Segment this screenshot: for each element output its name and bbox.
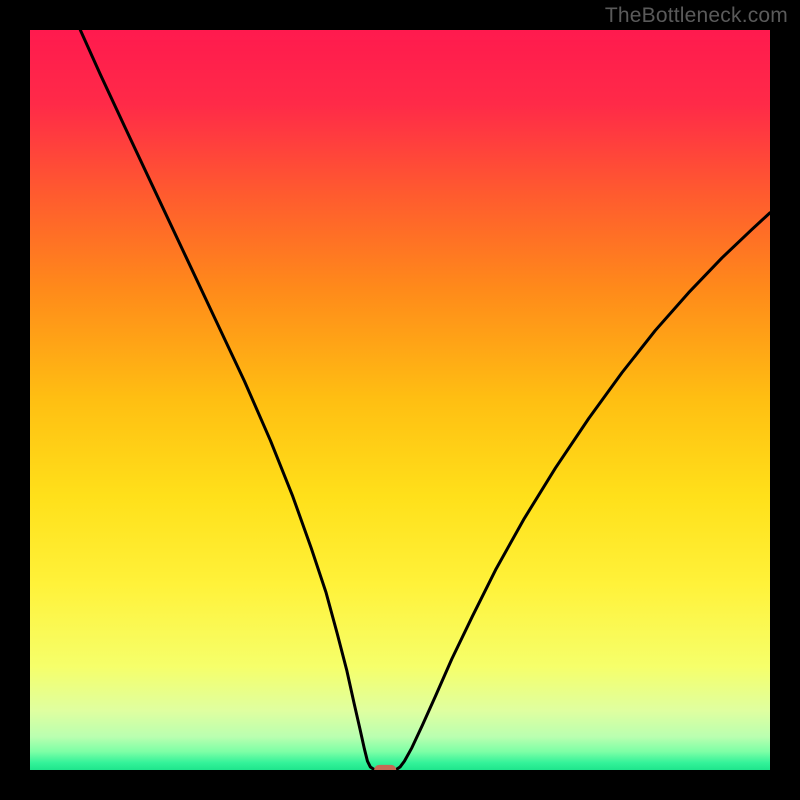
gradient-background [30, 30, 770, 770]
plot-area [30, 30, 770, 770]
optimal-point-marker [374, 765, 396, 770]
watermark-text: TheBottleneck.com [605, 4, 788, 28]
chart-frame: TheBottleneck.com [0, 0, 800, 800]
plot-svg [30, 30, 770, 770]
